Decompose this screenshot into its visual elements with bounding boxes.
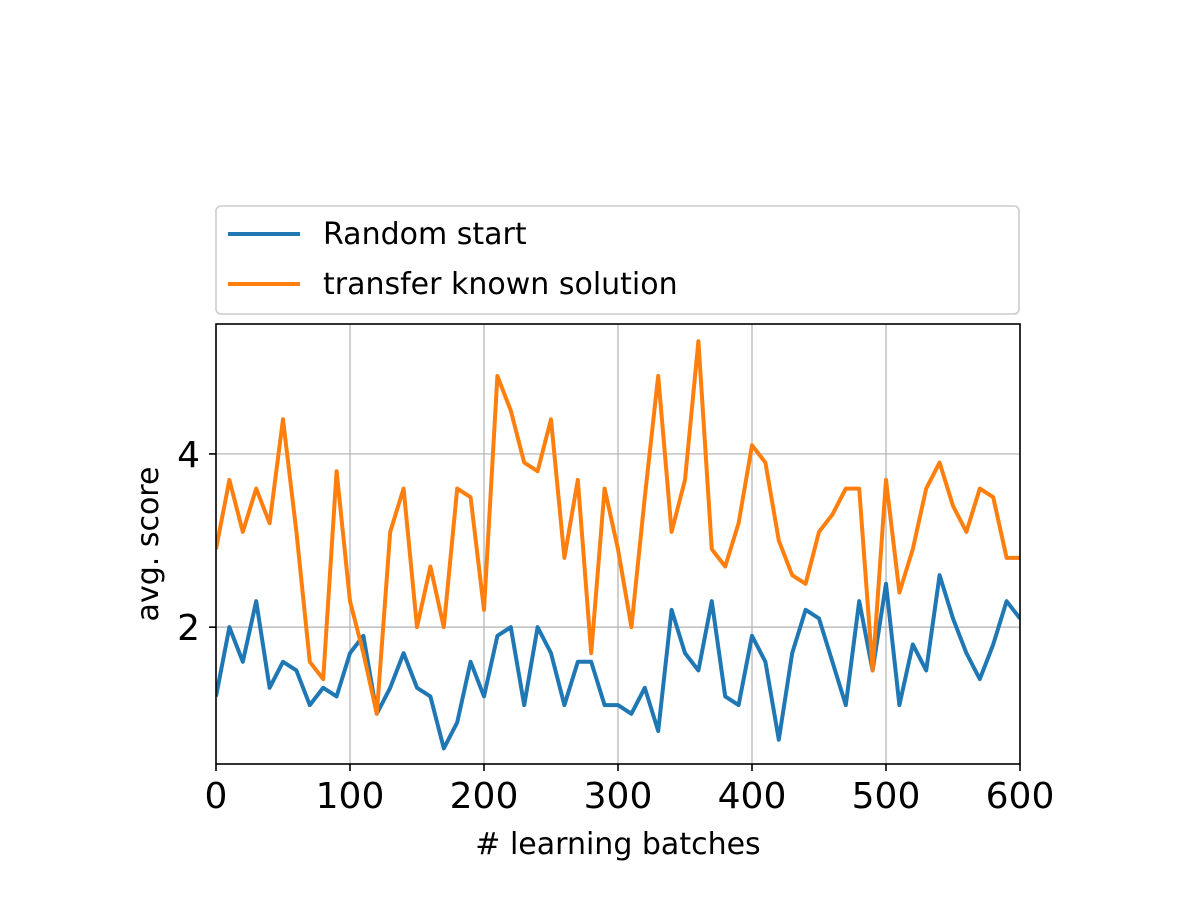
legend-label-random-start: Random start (323, 217, 527, 252)
x-tick-label: 400 (718, 776, 787, 817)
y-tick-label: 4 (177, 435, 200, 476)
series-line-random-start (216, 573, 1020, 751)
x-tick-label: 200 (450, 776, 519, 817)
y-tick-label: 2 (177, 608, 200, 649)
x-tick-label: 300 (584, 776, 653, 817)
y-axis-label: avg. score (131, 467, 166, 622)
x-tick-label: 100 (316, 776, 385, 817)
axis-ticks: 0 100 200 300 400 500 600 2 4 (177, 435, 1054, 817)
legend-label-transfer-known-solution: transfer known solution (323, 267, 678, 302)
series-layer (216, 339, 1020, 751)
x-tick-label: 600 (986, 776, 1055, 817)
x-tick-label: 500 (852, 776, 921, 817)
legend-box (215, 205, 1020, 315)
series-line-transfer-known-solution (216, 339, 1020, 716)
x-axis-label: # learning batches (475, 827, 760, 862)
x-tick-label: 0 (205, 776, 228, 817)
legend: Random start transfer known solution (215, 205, 1020, 315)
